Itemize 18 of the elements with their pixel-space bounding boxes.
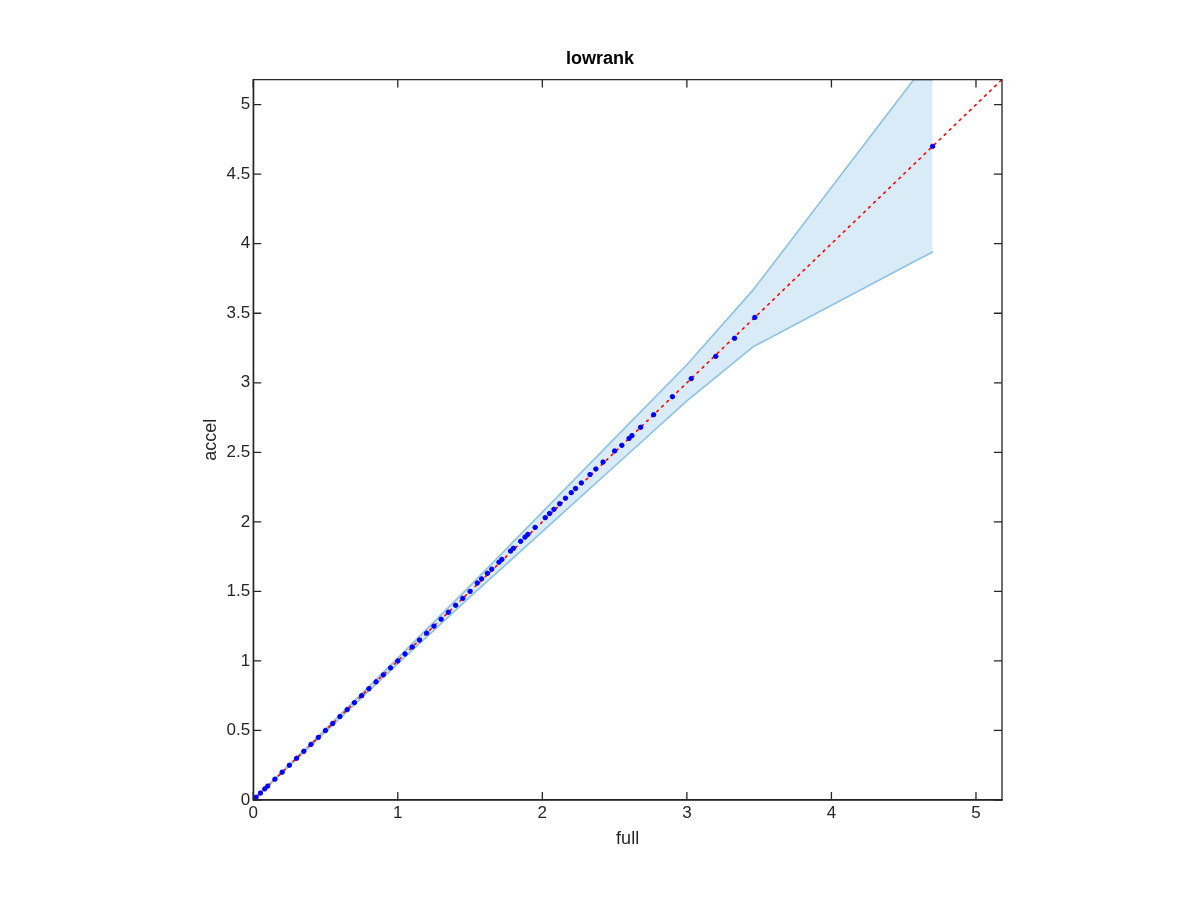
x-tick-label: 5 [971,802,981,822]
x-axis-title: full [616,828,640,849]
y-tick-label: 3 [240,372,251,392]
y-tick-label: 4 [240,233,251,253]
chart-title: lowrank [565,47,635,68]
y-tick-label: 1.5 [226,581,251,601]
y-tick-label: 4.5 [226,163,251,183]
x-tick-label: 4 [826,802,837,822]
x-tick-label: 2 [537,802,548,822]
x-tick-label: 1 [393,802,403,822]
y-tick-label: 0.5 [226,720,251,740]
x-tick-label: 3 [682,802,692,822]
y-tick-label: 5 [240,94,251,114]
y-tick-label: 3.5 [226,302,251,322]
y-tick-label: 2 [240,511,251,531]
y-axis-title: accel [199,418,220,461]
y-tick-label: 2.5 [226,442,251,461]
y-tick-label: 1 [240,650,251,670]
